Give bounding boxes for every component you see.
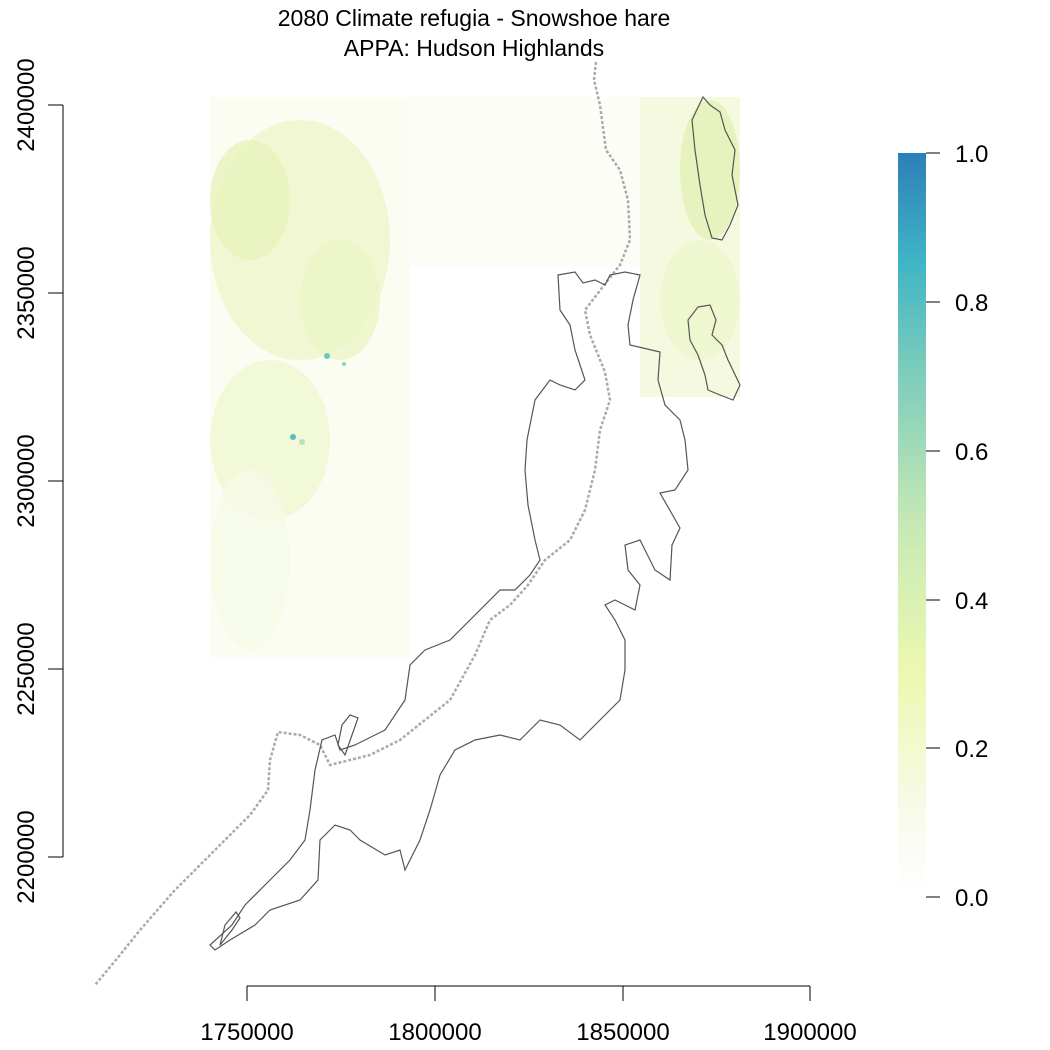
appa-boundary-inner [219,714,359,946]
x-tick-label: 1850000 [576,1019,669,1046]
x-axis: 1750000 1800000 1850000 1900000 [200,985,857,1046]
appa-boundary-northeast-2 [687,304,741,401]
legend-label: 0.4 [955,588,988,615]
y-tick-label: 2350000 [13,246,40,339]
appa-boundary-main [209,271,689,951]
legend-label: 1.0 [955,141,988,168]
map-title-line1: 2080 Climate refugia - Snowshoe hare [278,5,671,31]
y-tick-label: 2300000 [13,434,40,527]
refugia-raster [210,97,740,657]
legend-gradient [898,153,926,897]
x-tick-label: 1750000 [200,1019,293,1046]
y-axis: 2200000 2250000 2300000 2350000 2400000 [13,58,64,904]
y-tick-label: 2250000 [13,622,40,715]
legend-label: 0.0 [955,885,988,912]
x-tick-label: 1900000 [763,1019,856,1046]
legend-colorbar: 0.0 0.2 0.4 0.6 0.8 1.0 [898,141,988,912]
x-tick-label: 1800000 [388,1019,481,1046]
state-boundary-dashed [94,61,632,986]
appa-boundary-northeast-1 [691,95,739,241]
legend-label: 0.2 [955,736,988,763]
legend-label: 0.8 [955,290,988,317]
map-title-line2: APPA: Hudson Highlands [344,35,604,61]
y-tick-label: 2400000 [13,58,40,151]
legend-label: 0.6 [955,439,988,466]
y-tick-label: 2200000 [13,810,40,903]
